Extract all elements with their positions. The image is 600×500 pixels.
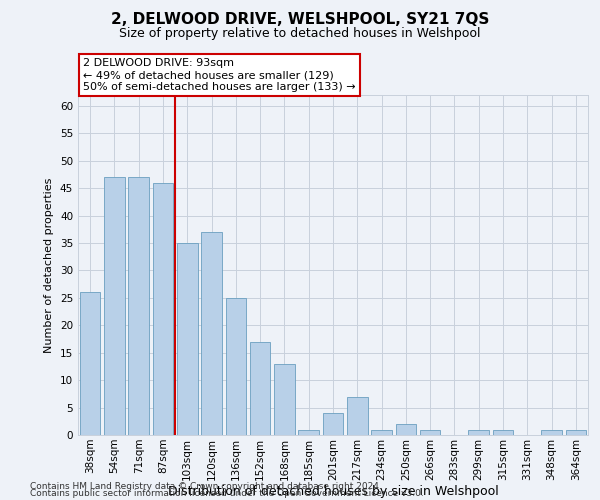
Bar [274, 364, 295, 435]
Bar [323, 413, 343, 435]
Text: 2 DELWOOD DRIVE: 93sqm
← 49% of detached houses are smaller (129)
50% of semi-de: 2 DELWOOD DRIVE: 93sqm ← 49% of detached… [83, 58, 356, 92]
Bar [298, 430, 319, 435]
Bar [80, 292, 100, 435]
Bar [201, 232, 222, 435]
Bar [226, 298, 246, 435]
Text: 2, DELWOOD DRIVE, WELSHPOOL, SY21 7QS: 2, DELWOOD DRIVE, WELSHPOOL, SY21 7QS [111, 12, 489, 28]
Bar [152, 182, 173, 435]
X-axis label: Distribution of detached houses by size in Welshpool: Distribution of detached houses by size … [167, 486, 499, 498]
Bar [177, 243, 197, 435]
Bar [493, 430, 514, 435]
Text: Contains HM Land Registry data © Crown copyright and database right 2024.: Contains HM Land Registry data © Crown c… [30, 482, 382, 491]
Bar [541, 430, 562, 435]
Bar [347, 396, 368, 435]
Text: Contains public sector information licensed under the Open Government Licence v3: Contains public sector information licen… [30, 490, 424, 498]
Bar [104, 178, 125, 435]
Bar [420, 430, 440, 435]
Text: Size of property relative to detached houses in Welshpool: Size of property relative to detached ho… [119, 28, 481, 40]
Bar [250, 342, 271, 435]
Bar [371, 430, 392, 435]
Bar [566, 430, 586, 435]
Bar [469, 430, 489, 435]
Bar [395, 424, 416, 435]
Y-axis label: Number of detached properties: Number of detached properties [44, 178, 55, 352]
Bar [128, 178, 149, 435]
